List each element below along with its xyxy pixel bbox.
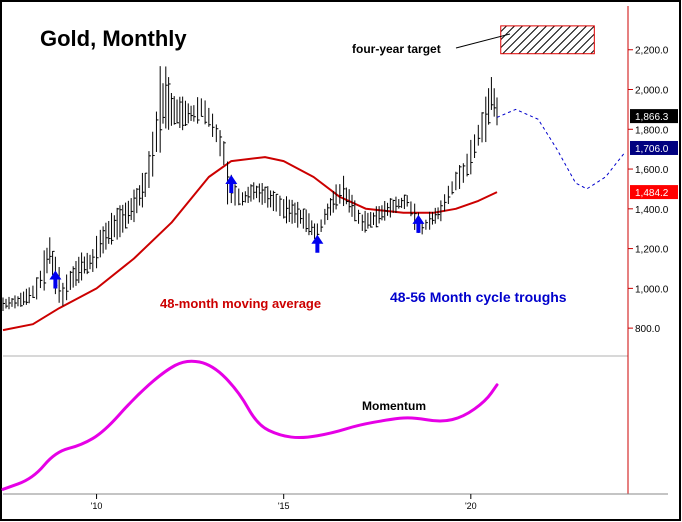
x-axis-ticks: '10 '15 '20 — [91, 494, 477, 511]
y-tick-label: 1,600.0 — [635, 165, 669, 176]
moving-average-group — [2, 156, 498, 332]
target-zone-hatch-line — [518, 25, 547, 54]
target-zone-hatch-line — [502, 25, 531, 54]
moving-average-line — [2, 156, 498, 332]
target-zone-hatch-line — [500, 25, 515, 41]
target-zone-box — [500, 25, 595, 55]
price-badge-label: 1,866.3 — [635, 112, 669, 123]
four-year-target-label: four-year target — [352, 42, 441, 56]
projection-group — [496, 108, 625, 190]
cycle-trough-arrow-icon — [49, 270, 62, 289]
y-tick-label: 2,000.0 — [635, 86, 669, 97]
projection-line — [496, 108, 625, 190]
x-tick-label: '10 — [91, 501, 103, 511]
target-zone-hatch-line — [574, 33, 595, 54]
price-badges: 1,866.3 1,706.0 1,484.2 — [630, 109, 678, 200]
target-zone-hatch-line — [500, 25, 523, 49]
momentum-line — [1, 359, 499, 491]
target-zone-hatch-line — [558, 25, 587, 54]
price-badge — [630, 140, 678, 155]
cycle-trough-arrow-icon — [311, 234, 324, 253]
target-zone-hatch-line — [510, 25, 539, 54]
cycle-trough-arrow-icon — [225, 175, 238, 194]
momentum-group — [1, 359, 499, 491]
arrow-up-shape — [412, 214, 425, 233]
price-badge-label: 1,484.2 — [635, 188, 669, 199]
y-tick-label: 2,200.0 — [635, 46, 669, 57]
y-tick-label: 1,000.0 — [635, 284, 669, 295]
arrow-up-shape — [49, 270, 62, 289]
y-tick-label: 1,200.0 — [635, 245, 669, 256]
y-tick-label: 1,800.0 — [635, 125, 669, 136]
arrow-up-shape — [311, 234, 324, 253]
target-zone-hatch-line — [582, 41, 595, 54]
price-badge — [630, 185, 678, 200]
y-axis-ticks: 800.0 1,000.0 1,200.0 1,400.0 1,600.0 1,800.0… — [628, 46, 669, 335]
chart-title: Gold, Monthly — [40, 26, 187, 51]
target-zone-hatch-line — [500, 25, 507, 33]
price-badge — [630, 109, 678, 124]
y-tick-label: 800.0 — [635, 324, 660, 335]
target-zone-hatch-line — [566, 25, 595, 54]
target-zone-group — [500, 25, 595, 55]
cycle-trough-arrows — [49, 175, 425, 289]
target-zone-hatch-line — [534, 25, 563, 54]
x-tick-label: '15 — [278, 501, 290, 511]
momentum-label: Momentum — [362, 399, 426, 413]
x-tick-label: '20 — [465, 501, 477, 511]
target-zone-hatch-line — [550, 25, 579, 54]
cycle-troughs-label: 48-56 Month cycle troughs — [390, 289, 567, 305]
target-zone-hatch-line — [526, 25, 555, 54]
price-badge-label: 1,706.0 — [635, 144, 669, 155]
target-zone-hatch-line — [542, 25, 571, 54]
y-tick-label: 1,400.0 — [635, 205, 669, 216]
four-year-target-pointer — [455, 33, 511, 49]
target-zone-hatch — [500, 25, 595, 54]
cycle-trough-arrow-icon — [412, 214, 425, 233]
arrow-up-shape — [225, 175, 238, 194]
moving-average-label: 48-month moving average — [160, 296, 321, 311]
